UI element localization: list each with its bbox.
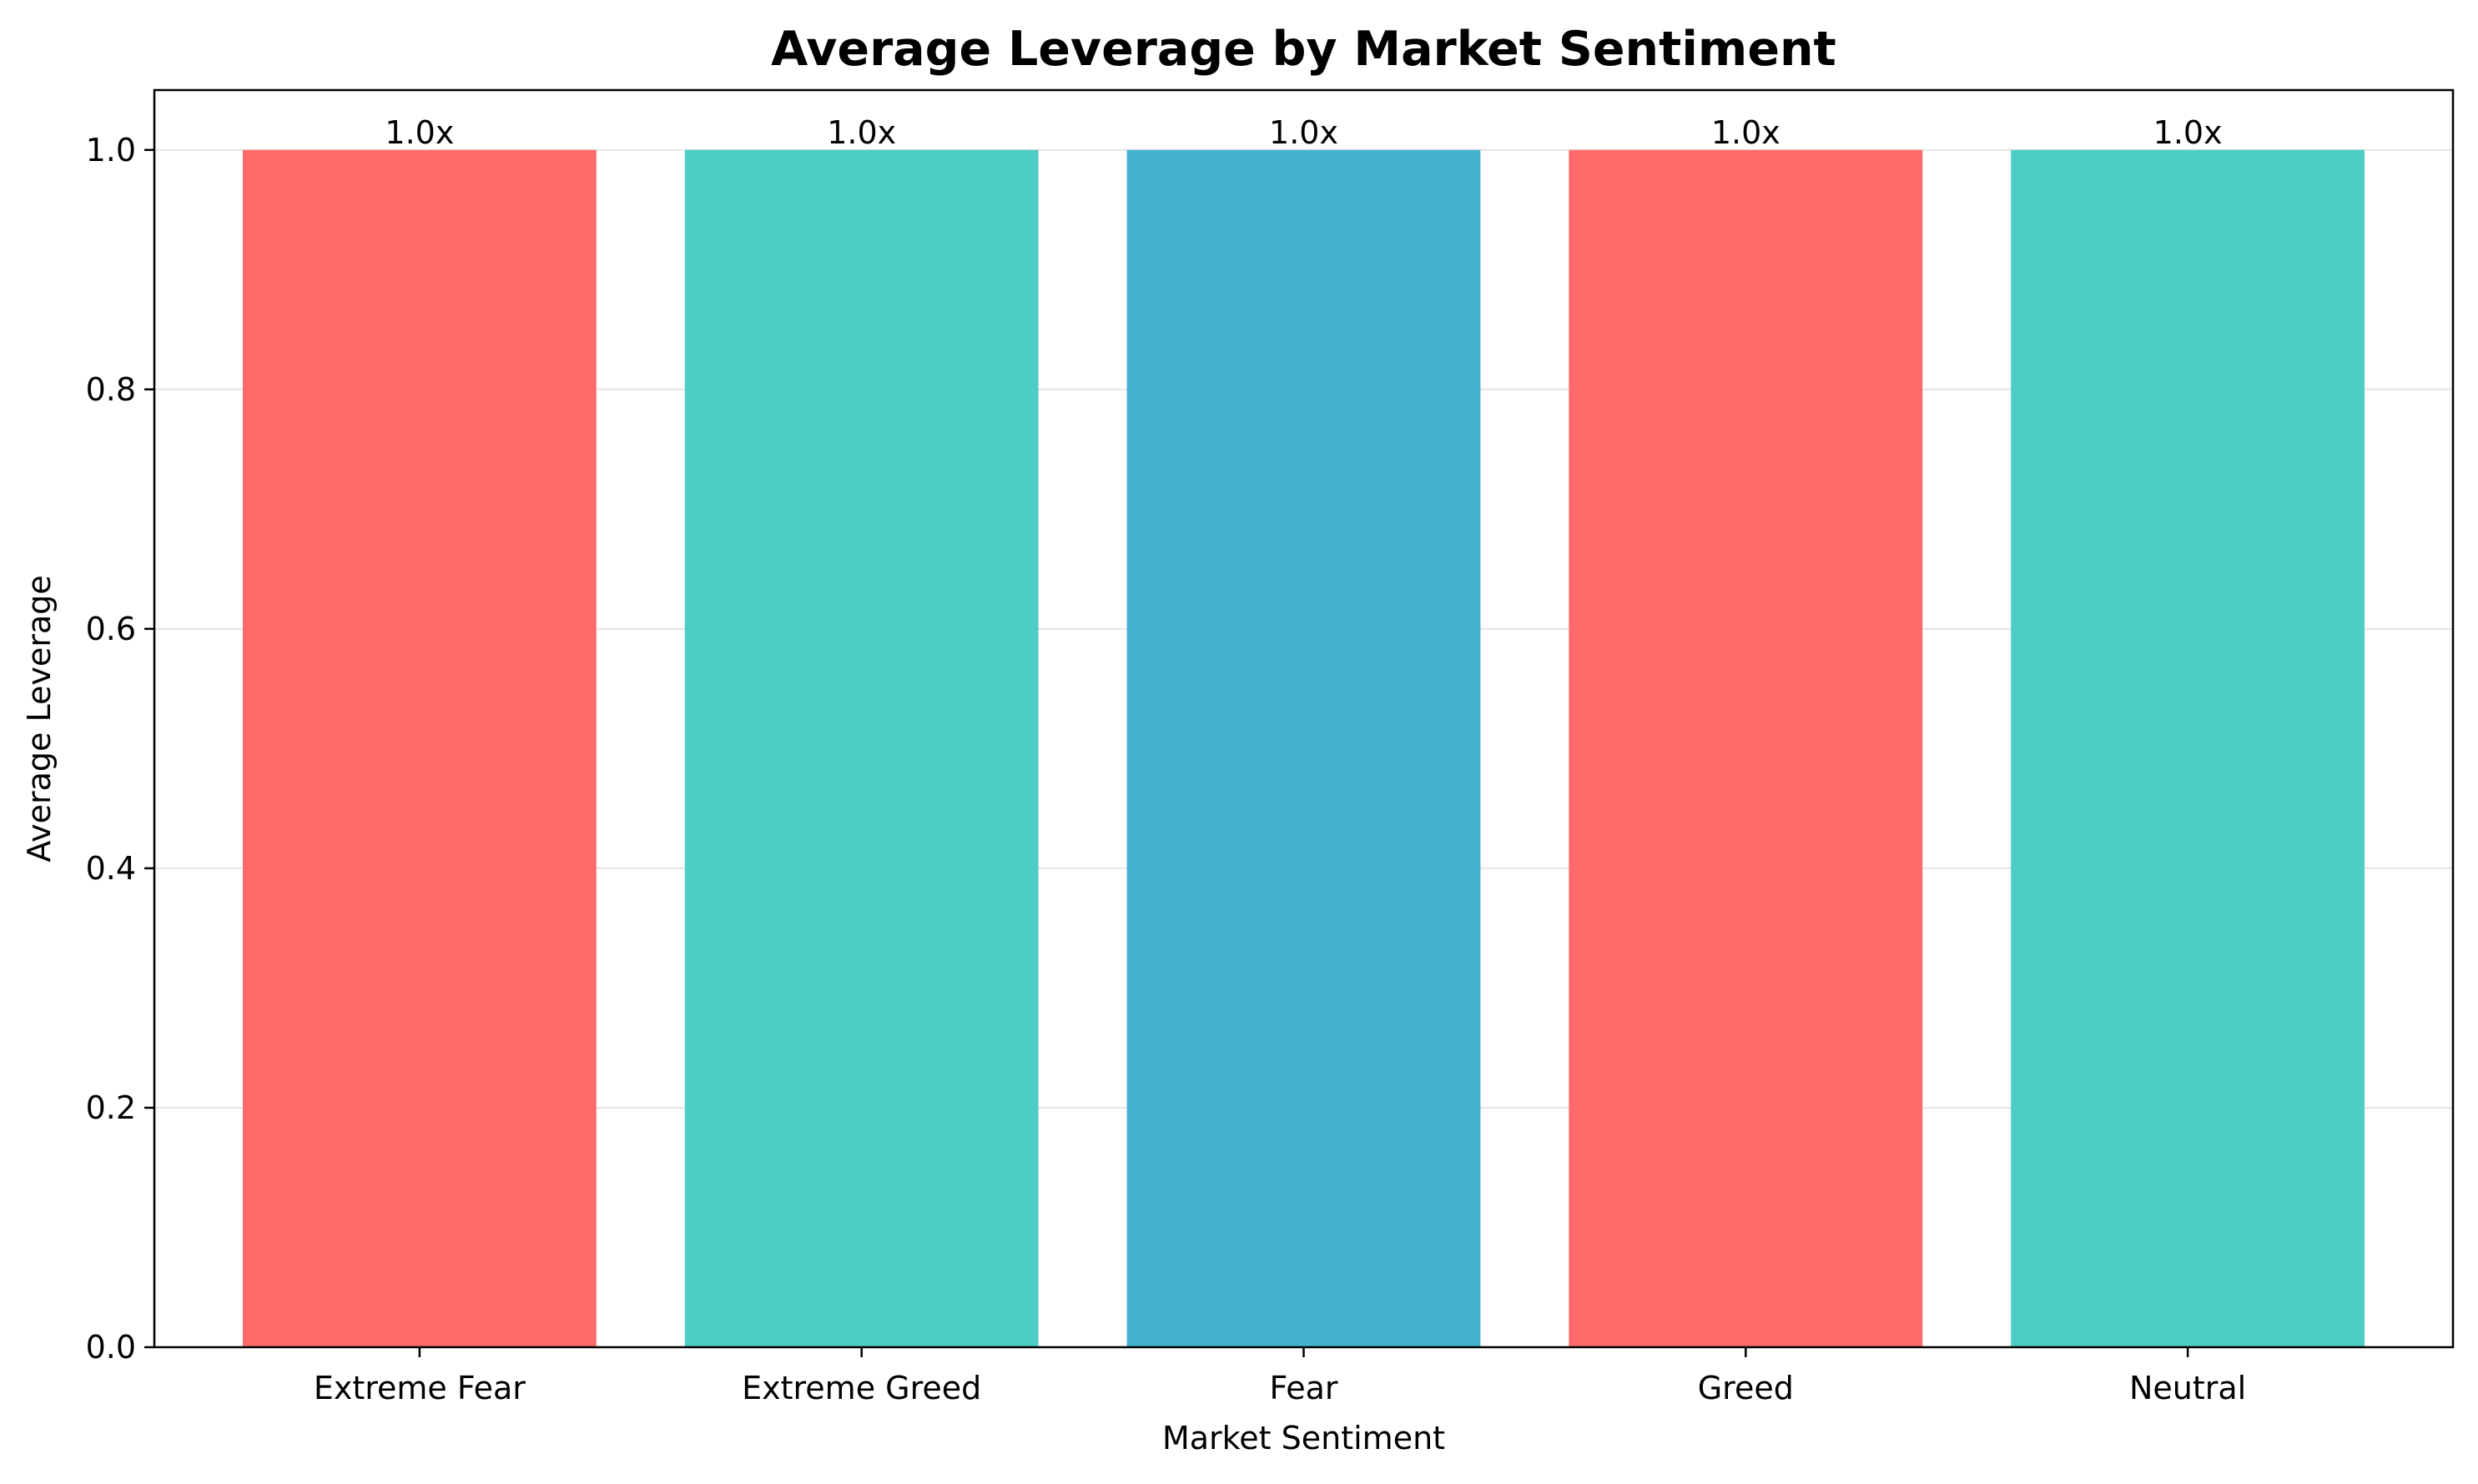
x-axis-ticks: Extreme Fear Extreme Greed Fear Greed Neutra… xyxy=(314,1347,2246,1406)
x-tick-label: Extreme Fear xyxy=(314,1370,526,1406)
y-tick-label: 0.0 xyxy=(86,1329,136,1366)
bar xyxy=(1569,149,1923,1347)
y-tick-label: 1.0 xyxy=(86,132,136,169)
y-tick-label: 0.6 xyxy=(86,611,136,647)
chart-title: Average Leverage by Market Sentiment xyxy=(771,22,1836,77)
bar xyxy=(1126,149,1481,1347)
data-label: 1.0x xyxy=(1269,114,1338,151)
bar xyxy=(684,149,1039,1347)
y-tick-label: 0.2 xyxy=(86,1089,136,1126)
x-tick-label: Neutral xyxy=(2129,1370,2246,1406)
bar xyxy=(242,149,597,1347)
y-axis-label: Average Leverage xyxy=(21,575,58,862)
y-tick-label: 0.8 xyxy=(86,371,136,408)
y-tick-label: 0.4 xyxy=(86,850,136,887)
data-label: 1.0x xyxy=(827,114,896,151)
data-label: 1.0x xyxy=(385,114,454,151)
data-label: 1.0x xyxy=(1711,114,1780,151)
x-axis-label: Market Sentiment xyxy=(1162,1420,1445,1456)
y-axis-ticks: 0.0 0.2 0.4 0.6 0.8 1.0 xyxy=(86,132,154,1366)
x-tick-label: Greed xyxy=(1698,1370,1794,1406)
bars xyxy=(242,149,2365,1347)
x-tick-label: Fear xyxy=(1269,1370,1337,1406)
data-labels: 1.0x 1.0x 1.0x 1.0x 1.0x xyxy=(385,114,2222,151)
data-label: 1.0x xyxy=(2153,114,2223,151)
bar xyxy=(2011,149,2365,1347)
x-tick-label: Extreme Greed xyxy=(742,1370,981,1406)
